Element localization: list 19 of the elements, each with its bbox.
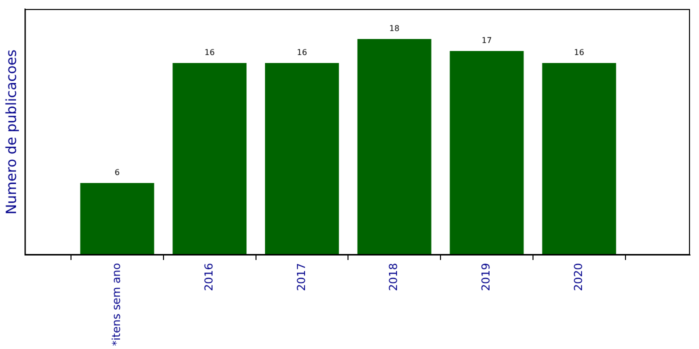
data-label: 16 [574, 48, 584, 58]
bar [172, 63, 247, 256]
bar [542, 63, 616, 256]
data-label: 6 [114, 168, 120, 178]
bar [80, 183, 154, 256]
bar [450, 51, 524, 256]
bar [265, 63, 339, 256]
data-label: 18 [389, 24, 400, 34]
x-tick-label: 2019 [480, 263, 493, 292]
x-tick-label: 2020 [572, 263, 585, 292]
bar [357, 39, 432, 256]
data-label: 17 [482, 36, 492, 46]
data-label: 16 [296, 48, 308, 58]
y-axis-title: Numero de publicacoes [4, 50, 20, 214]
x-tick-label: 2017 [294, 263, 308, 292]
x-tick-label: *itens sem ano [110, 262, 124, 346]
x-tick-label: 2016 [202, 263, 216, 292]
x-tick-label: 2018 [387, 263, 400, 292]
data-label: 16 [204, 48, 215, 58]
